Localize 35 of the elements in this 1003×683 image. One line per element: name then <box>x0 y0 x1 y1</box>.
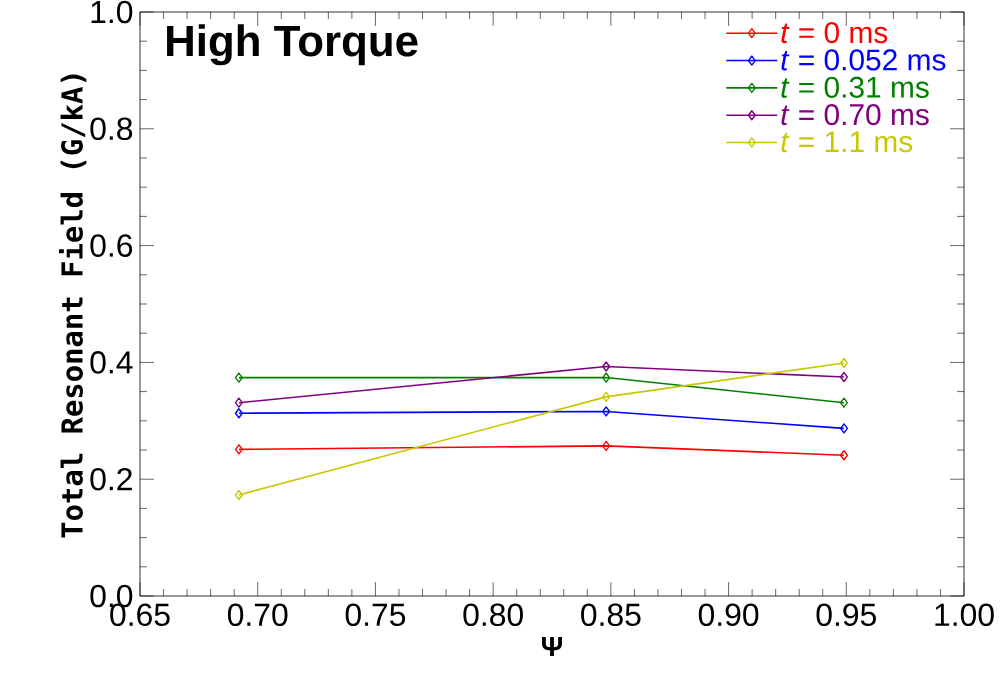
legend-label: t = 1.1 ms <box>781 131 913 153</box>
point <box>602 391 611 403</box>
y-tick-label: 0.6 <box>90 234 133 257</box>
point <box>234 489 243 501</box>
legend-label: t = 0.31 ms <box>781 76 929 98</box>
point <box>839 450 849 461</box>
point <box>839 397 849 408</box>
x-axis-title: Ψ <box>542 636 562 657</box>
point <box>602 406 611 417</box>
point <box>602 361 611 372</box>
y-tick-label: 0.4 <box>90 351 133 374</box>
point <box>602 372 611 383</box>
y-tick-label: 1.0 <box>91 0 133 24</box>
point <box>602 440 611 452</box>
point <box>234 372 243 383</box>
x-tick-label: 0.90 <box>698 603 759 627</box>
legend-label: t = 0.052 ms <box>781 49 946 71</box>
x-tick-label: 0.75 <box>345 603 406 627</box>
x-tick-label: 1.00 <box>935 603 994 627</box>
legend-label: t = 0.70 ms <box>781 104 929 126</box>
point <box>234 408 243 419</box>
point <box>839 423 849 434</box>
y-tick-label: 0.2 <box>90 467 132 491</box>
y-tick-label: 0.8 <box>90 117 133 141</box>
point <box>839 371 849 383</box>
x-tick-label: 0.80 <box>463 603 523 627</box>
point <box>234 397 243 408</box>
x-tick-label: 0.85 <box>581 603 641 627</box>
point <box>839 357 849 369</box>
legend-label: t = 0 ms <box>781 22 888 44</box>
x-tick-label: 0.70 <box>227 603 288 627</box>
x-tick-label: 0.95 <box>816 603 876 627</box>
chart-title: High Torque <box>167 24 418 66</box>
point <box>234 444 243 455</box>
y-axis-title: Total Resonant Field (G/kA) <box>59 74 87 538</box>
